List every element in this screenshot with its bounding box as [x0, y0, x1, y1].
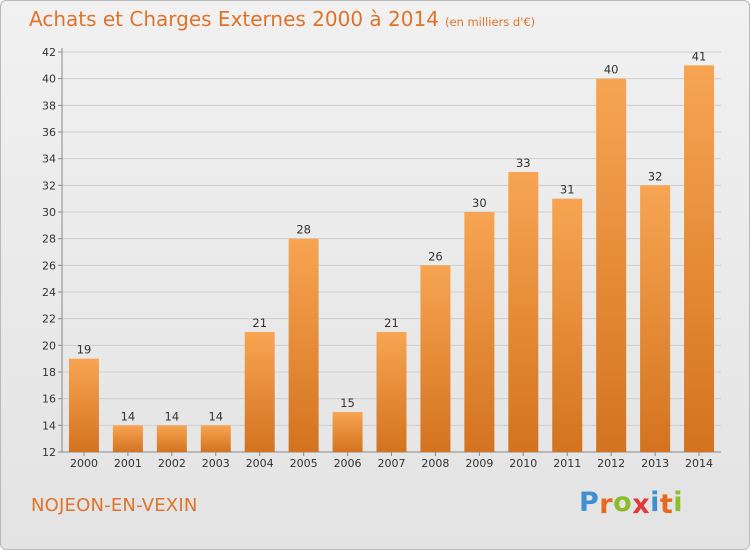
- y-tick-label: 18: [42, 366, 56, 379]
- x-tick-label: 2006: [334, 457, 362, 470]
- x-tick-label: 2014: [685, 457, 713, 470]
- proxiti-logo[interactable]: Proxiti: [579, 487, 684, 520]
- y-tick-label: 12: [42, 446, 56, 459]
- data-label: 15: [340, 396, 355, 410]
- y-tick-label: 38: [42, 99, 56, 112]
- y-tick-label: 14: [42, 419, 56, 432]
- bar-2014: [684, 65, 715, 452]
- data-label: 41: [692, 49, 707, 63]
- bar-2006: [332, 412, 363, 452]
- commune-name: NOJEON-EN-VEXIN: [31, 495, 198, 516]
- x-tick-label: 2000: [70, 457, 98, 470]
- y-tick-label: 16: [42, 393, 56, 406]
- x-tick-label: 2008: [421, 457, 449, 470]
- x-tick-label: 2003: [202, 457, 230, 470]
- bars: [68, 65, 715, 453]
- bar-2001: [112, 425, 143, 452]
- bar-2010: [508, 172, 539, 452]
- bar-2000: [68, 358, 99, 452]
- chart-subtitle: (en milliers d'€): [444, 15, 536, 29]
- data-label: 26: [428, 249, 443, 263]
- x-tick-label: 2009: [465, 457, 493, 470]
- x-tick-label: 2011: [553, 457, 581, 470]
- data-label: 14: [121, 409, 136, 423]
- bar-2012: [596, 78, 627, 453]
- logo-letter: x: [632, 489, 651, 520]
- data-label: 30: [472, 196, 487, 210]
- bar-2007: [376, 332, 407, 452]
- logo-letter: o: [613, 487, 633, 518]
- logo-letter: i: [650, 487, 660, 518]
- data-label: 31: [560, 183, 575, 197]
- x-tick-label: 2007: [378, 457, 406, 470]
- logo-letter: r: [599, 489, 614, 520]
- data-label: 14: [165, 409, 180, 423]
- logo-letter: t: [659, 489, 674, 520]
- y-tick-label: 36: [42, 126, 56, 139]
- title-text: Achats et Charges Externes 2000 à 2014: [29, 7, 439, 31]
- bar-2002: [156, 425, 187, 452]
- data-label: 33: [516, 156, 531, 170]
- logo-letter: P: [579, 487, 600, 518]
- x-tick-label: 2002: [158, 457, 186, 470]
- x-tick-label: 2012: [597, 457, 625, 470]
- data-label: 21: [384, 316, 399, 330]
- data-label: 14: [208, 409, 223, 423]
- y-tick-label: 42: [42, 46, 56, 59]
- y-tick-label: 40: [42, 73, 56, 86]
- bar-2009: [464, 212, 495, 452]
- bar-2013: [640, 185, 671, 453]
- data-labels: 19 14 14 14 21 28 15 21 26 30 33 31 40 32 41: [77, 49, 707, 423]
- logo-letter: i: [673, 487, 684, 518]
- bar-2004: [244, 332, 275, 452]
- y-tick-label: 28: [42, 233, 56, 246]
- y-tick-label: 22: [42, 313, 56, 326]
- data-label: 40: [604, 63, 619, 77]
- bar-2005: [288, 238, 319, 452]
- y-tick-label: 30: [42, 206, 56, 219]
- data-label: 32: [648, 169, 663, 183]
- bar-2003: [200, 425, 231, 452]
- bar-2011: [552, 198, 583, 452]
- y-tick-label: 26: [42, 259, 56, 272]
- y-tick-label: 32: [42, 179, 56, 192]
- x-tick-label: 2010: [509, 457, 537, 470]
- data-label: 19: [77, 343, 92, 357]
- x-tick-label: 2013: [641, 457, 669, 470]
- bar-2008: [420, 265, 451, 452]
- chart-title: Achats et Charges Externes 2000 à 2014 (e…: [29, 7, 535, 31]
- y-tick-label: 24: [42, 286, 56, 299]
- x-tick-label: 2005: [290, 457, 318, 470]
- x-tick-label: 2004: [246, 457, 274, 470]
- data-label: 21: [252, 316, 267, 330]
- data-label: 28: [296, 223, 311, 237]
- y-tick-label: 20: [42, 339, 56, 352]
- y-tick-label: 34: [42, 153, 56, 166]
- x-tick-label: 2001: [114, 457, 142, 470]
